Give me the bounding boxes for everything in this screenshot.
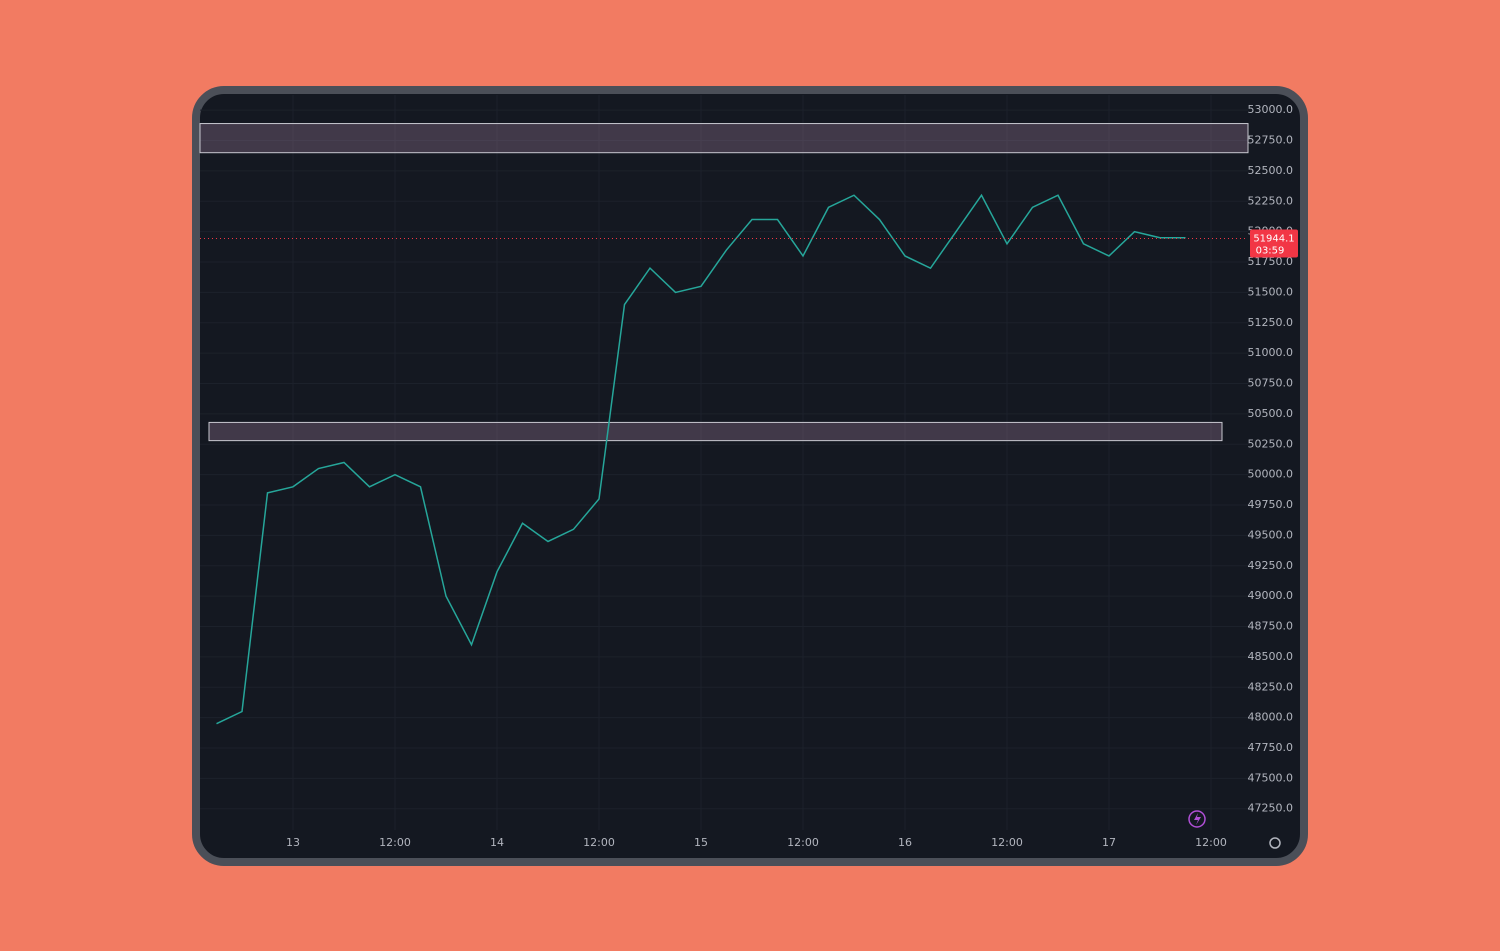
y-tick-label: 48000.0 bbox=[1248, 711, 1294, 724]
x-tick-label: 12:00 bbox=[583, 836, 615, 849]
x-tick-label: 17 bbox=[1102, 836, 1116, 849]
x-tick-label: 12:00 bbox=[991, 836, 1023, 849]
countdown-label: 03:59 bbox=[1256, 245, 1285, 256]
y-tick-label: 49000.0 bbox=[1248, 589, 1294, 602]
lightning-icon[interactable] bbox=[1188, 810, 1206, 828]
y-tick-label: 51000.0 bbox=[1248, 346, 1294, 359]
x-tick-label: 12:00 bbox=[1195, 836, 1227, 849]
y-tick-label: 47750.0 bbox=[1248, 741, 1294, 754]
y-tick-label: 47250.0 bbox=[1248, 802, 1294, 815]
y-tick-label: 50750.0 bbox=[1248, 377, 1294, 390]
y-tick-label: 53000.0 bbox=[1248, 103, 1294, 116]
price-line bbox=[216, 193, 1186, 725]
y-tick-label: 51750.0 bbox=[1248, 255, 1294, 268]
lightning-glyph bbox=[1194, 813, 1201, 825]
y-tick-label: 52500.0 bbox=[1248, 164, 1294, 177]
y-tick-label: 52750.0 bbox=[1248, 134, 1294, 147]
zone bbox=[199, 123, 1249, 154]
y-tick-label: 49500.0 bbox=[1248, 528, 1294, 541]
y-tick-label: 49750.0 bbox=[1248, 498, 1294, 511]
settings-icon[interactable] bbox=[1269, 837, 1281, 849]
y-tick-label: 50500.0 bbox=[1248, 407, 1294, 420]
y-tick-label: 50000.0 bbox=[1248, 468, 1294, 481]
y-tick-label: 48250.0 bbox=[1248, 680, 1294, 693]
y-tick-label: 47500.0 bbox=[1248, 771, 1294, 784]
x-tick-label: 13 bbox=[286, 836, 300, 849]
y-tick-label: 48500.0 bbox=[1248, 650, 1294, 663]
x-tick-label: 16 bbox=[898, 836, 912, 849]
x-tick-label: 12:00 bbox=[379, 836, 411, 849]
y-tick-label: 51500.0 bbox=[1248, 285, 1294, 298]
last-price-box bbox=[1250, 229, 1298, 258]
y-tick-label: 51250.0 bbox=[1248, 316, 1294, 329]
last-price-label: 51944.1 bbox=[1253, 233, 1294, 244]
y-tick-label: 48750.0 bbox=[1248, 620, 1294, 633]
y-tick-label: 50250.0 bbox=[1248, 437, 1294, 450]
x-tick-label: 12:00 bbox=[787, 836, 819, 849]
x-tick-label: 14 bbox=[490, 836, 504, 849]
y-tick-label: 49250.0 bbox=[1248, 559, 1294, 572]
y-tick-label: 52250.0 bbox=[1248, 194, 1294, 207]
device-frame bbox=[192, 86, 1308, 866]
zone bbox=[208, 421, 1223, 442]
x-tick-label: 15 bbox=[694, 836, 708, 849]
